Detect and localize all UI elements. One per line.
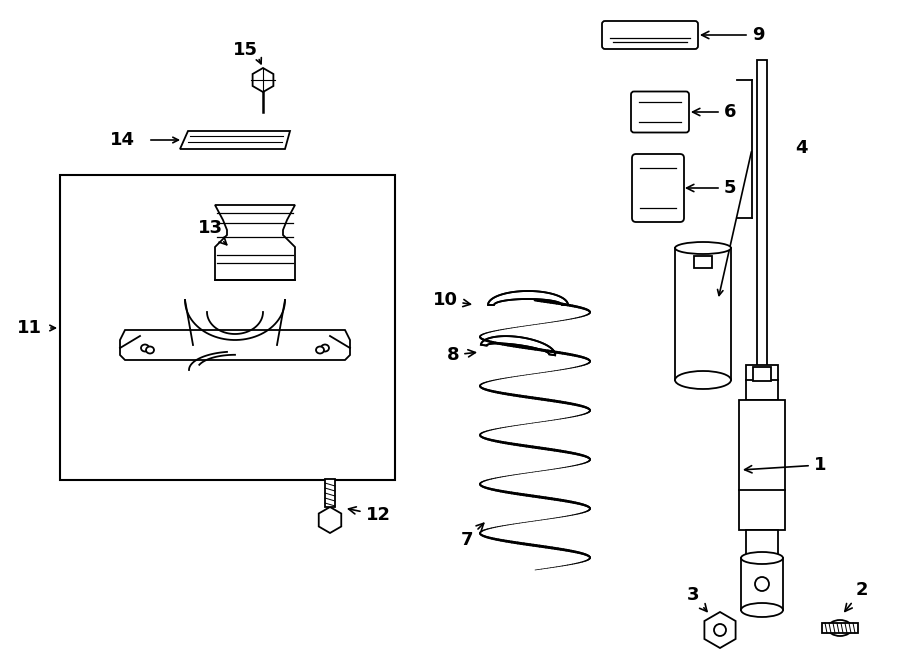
Bar xyxy=(741,558,783,610)
Text: 15: 15 xyxy=(232,41,257,59)
Bar xyxy=(739,400,785,530)
Ellipse shape xyxy=(146,346,154,354)
Text: 5: 5 xyxy=(687,179,736,197)
Polygon shape xyxy=(319,507,341,533)
Bar xyxy=(675,248,731,380)
Ellipse shape xyxy=(755,577,769,591)
Text: 9: 9 xyxy=(702,26,764,44)
Polygon shape xyxy=(253,68,274,92)
FancyBboxPatch shape xyxy=(631,91,689,132)
Polygon shape xyxy=(705,612,735,648)
Text: 2: 2 xyxy=(845,581,868,611)
Text: 4: 4 xyxy=(795,139,807,157)
Bar xyxy=(60,175,395,480)
Bar xyxy=(757,60,767,380)
Polygon shape xyxy=(120,330,350,360)
FancyBboxPatch shape xyxy=(602,21,698,49)
Ellipse shape xyxy=(741,552,783,564)
Bar xyxy=(746,365,778,400)
Bar xyxy=(746,530,778,558)
Polygon shape xyxy=(215,205,295,280)
Ellipse shape xyxy=(675,242,731,254)
Ellipse shape xyxy=(675,371,731,389)
Text: 6: 6 xyxy=(693,103,736,121)
Text: 14: 14 xyxy=(110,131,135,149)
Bar xyxy=(822,623,858,633)
Text: 10: 10 xyxy=(433,291,471,309)
Polygon shape xyxy=(180,131,290,149)
Ellipse shape xyxy=(741,603,783,617)
Polygon shape xyxy=(488,291,568,305)
Ellipse shape xyxy=(316,346,324,354)
Ellipse shape xyxy=(714,624,726,636)
Text: 7: 7 xyxy=(461,524,483,549)
Ellipse shape xyxy=(828,620,852,636)
Bar xyxy=(694,256,712,268)
Text: 13: 13 xyxy=(197,219,227,245)
Ellipse shape xyxy=(321,344,329,352)
Polygon shape xyxy=(481,336,555,355)
Ellipse shape xyxy=(141,344,149,352)
Text: 3: 3 xyxy=(687,586,707,611)
Text: 11: 11 xyxy=(17,319,42,337)
FancyBboxPatch shape xyxy=(632,154,684,222)
Text: 8: 8 xyxy=(446,346,475,364)
Bar xyxy=(325,479,335,507)
Text: 1: 1 xyxy=(744,456,826,474)
Text: 12: 12 xyxy=(348,506,391,524)
Bar xyxy=(753,367,771,381)
